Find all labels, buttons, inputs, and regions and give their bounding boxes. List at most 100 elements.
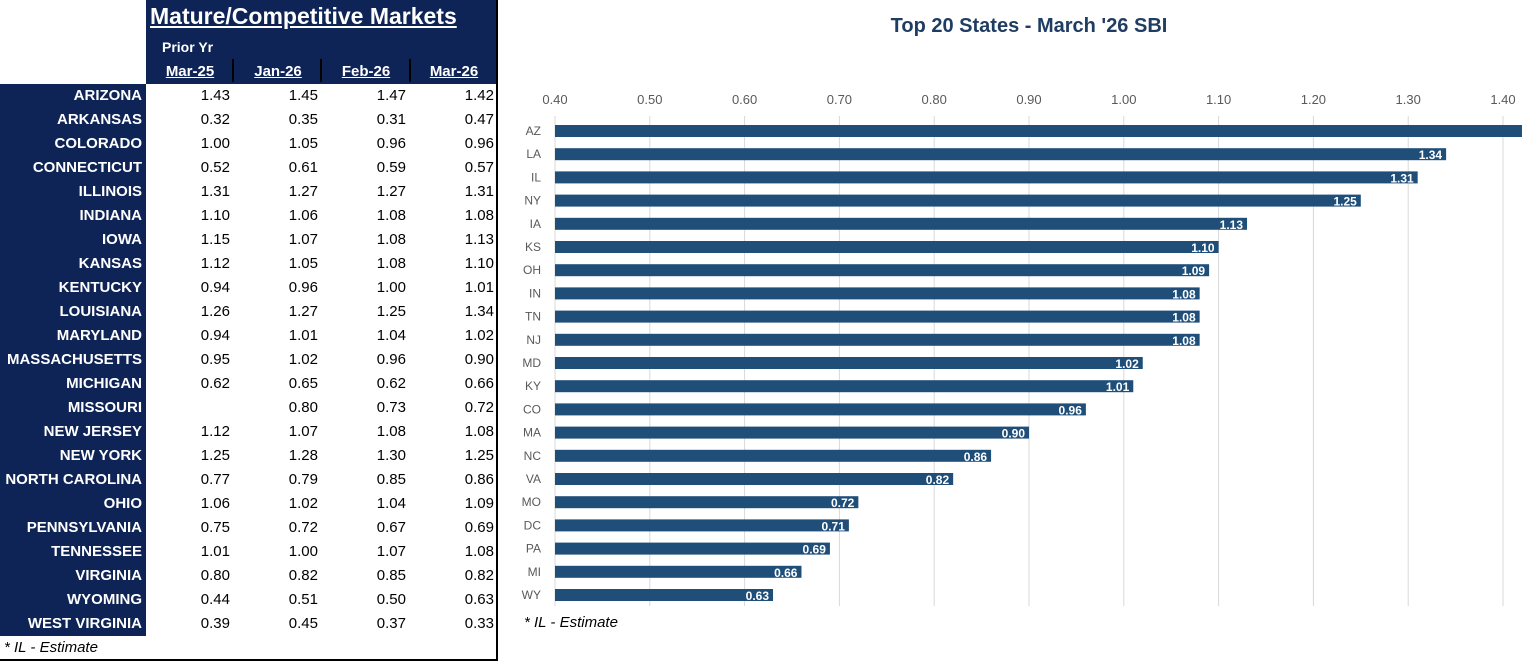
data-label: 1.08 bbox=[1172, 334, 1196, 348]
table-row: ARIZONA 1.43 1.45 1.47 1.42 bbox=[0, 84, 496, 108]
table-row: WEST VIRGINIA 0.39 0.45 0.37 0.33 bbox=[0, 612, 496, 636]
value-cell: 1.10 bbox=[200, 207, 230, 224]
value-cell: 1.08 bbox=[464, 207, 494, 224]
table-row: VIRGINIA 0.80 0.82 0.85 0.82 bbox=[0, 564, 496, 588]
value-cell: 0.51 bbox=[288, 591, 318, 608]
state-column-block bbox=[0, 84, 146, 636]
value-cell: 1.25 bbox=[200, 447, 230, 464]
category-label: IN bbox=[529, 286, 541, 300]
value-cell: 0.69 bbox=[464, 519, 494, 536]
column-header: Feb-26 bbox=[341, 63, 391, 80]
data-label: 1.02 bbox=[1115, 357, 1139, 371]
value-cell: 0.47 bbox=[464, 111, 494, 128]
value-cell: 0.94 bbox=[200, 279, 230, 296]
data-label: 0.86 bbox=[964, 450, 988, 464]
value-cell: 1.26 bbox=[200, 303, 230, 320]
value-cell: 0.37 bbox=[376, 615, 406, 632]
value-cell: 1.42 bbox=[464, 87, 494, 104]
value-cell: 0.35 bbox=[288, 111, 318, 128]
category-label: NJ bbox=[526, 333, 541, 347]
state-name: IOWA bbox=[102, 231, 142, 248]
value-cell: 0.33 bbox=[464, 615, 494, 632]
data-label: 1.09 bbox=[1182, 264, 1206, 278]
category-label: IL bbox=[531, 170, 541, 184]
value-cell: 1.28 bbox=[288, 447, 318, 464]
value-cell: 1.30 bbox=[376, 447, 406, 464]
value-cell: 0.67 bbox=[376, 519, 406, 536]
data-label: 0.69 bbox=[803, 543, 827, 557]
value-cell: 0.95 bbox=[200, 351, 230, 368]
category-label: AZ bbox=[526, 124, 541, 138]
state-name: CONNECTICUT bbox=[32, 159, 142, 176]
category-label: MO bbox=[522, 495, 541, 509]
x-tick-label: 1.00 bbox=[1111, 92, 1136, 107]
bar bbox=[555, 125, 1522, 137]
category-label: LA bbox=[526, 147, 541, 161]
bar bbox=[555, 380, 1134, 393]
value-cell: 1.08 bbox=[376, 423, 406, 440]
chart-title: Top 20 States - March '26 SBI bbox=[890, 15, 1168, 37]
value-cell: 1.02 bbox=[464, 327, 494, 344]
value-cell: 0.90 bbox=[464, 351, 494, 368]
state-name: COLORADO bbox=[54, 135, 143, 152]
value-cell: 0.44 bbox=[200, 591, 230, 608]
value-cell: 1.01 bbox=[200, 543, 230, 560]
state-name: TENNESSEE bbox=[51, 543, 142, 560]
data-label: 1.31 bbox=[1390, 171, 1414, 185]
table-row: LOUISIANA 1.26 1.27 1.25 1.34 bbox=[0, 300, 496, 324]
value-cell: 1.08 bbox=[464, 543, 494, 560]
value-cell: 0.82 bbox=[288, 567, 318, 584]
x-tick-label: 1.40 bbox=[1490, 92, 1515, 107]
state-name: WYOMING bbox=[67, 591, 142, 608]
state-name: WEST VIRGINIA bbox=[27, 615, 142, 632]
value-cell: 1.05 bbox=[288, 135, 318, 152]
data-label: 0.90 bbox=[1002, 427, 1026, 441]
value-cell: 1.13 bbox=[464, 231, 494, 248]
category-label: MA bbox=[523, 426, 541, 440]
value-cell: 0.79 bbox=[288, 471, 318, 488]
category-label: PA bbox=[526, 542, 541, 556]
markets-table: Mature/Competitive Markets Prior Yr Mar-… bbox=[0, 0, 498, 661]
value-cell: 1.01 bbox=[288, 327, 318, 344]
value-cell: 1.00 bbox=[200, 135, 230, 152]
state-name: ILLINOIS bbox=[78, 183, 142, 200]
table-row: CONNECTICUT 0.52 0.61 0.59 0.57 bbox=[0, 156, 496, 180]
value-cell: 0.80 bbox=[288, 399, 318, 416]
value-cell: 1.25 bbox=[376, 303, 406, 320]
table-row: MICHIGAN 0.62 0.65 0.62 0.66 bbox=[0, 372, 496, 396]
value-cell: 0.50 bbox=[376, 591, 406, 608]
category-label: IA bbox=[530, 217, 541, 231]
category-label: MI bbox=[528, 565, 541, 579]
state-name: ARKANSAS bbox=[56, 111, 142, 128]
table-footnote: * IL - Estimate bbox=[4, 639, 98, 656]
value-cell: 0.85 bbox=[376, 567, 406, 584]
data-label: 0.72 bbox=[831, 496, 855, 510]
x-tick-label: 0.90 bbox=[1016, 92, 1041, 107]
value-cell: 1.04 bbox=[376, 495, 406, 512]
value-cell: 0.45 bbox=[288, 615, 318, 632]
table-row: TENNESSEE 1.01 1.00 1.07 1.08 bbox=[0, 540, 496, 564]
state-name: MARYLAND bbox=[56, 327, 142, 344]
state-name: NEW JERSEY bbox=[43, 423, 142, 440]
table-row: NORTH CAROLINA 0.77 0.79 0.85 0.86 bbox=[0, 468, 496, 492]
data-label: 0.71 bbox=[822, 519, 846, 533]
state-name: MASSACHUSETTS bbox=[6, 351, 142, 368]
state-name: ARIZONA bbox=[73, 87, 142, 104]
value-cell: 1.08 bbox=[376, 207, 406, 224]
value-cell: 1.15 bbox=[200, 231, 230, 248]
data-label: 1.01 bbox=[1106, 380, 1130, 394]
value-cell: 1.00 bbox=[376, 279, 406, 296]
value-cell: 0.94 bbox=[200, 327, 230, 344]
value-cell: 0.72 bbox=[288, 519, 318, 536]
column-separator bbox=[409, 59, 411, 82]
x-tick-label: 0.40 bbox=[542, 92, 567, 107]
bar bbox=[555, 264, 1210, 277]
bar bbox=[555, 241, 1219, 253]
value-cell: 1.02 bbox=[288, 351, 318, 368]
value-cell: 0.57 bbox=[464, 159, 494, 176]
value-cell: 0.63 bbox=[464, 591, 494, 608]
table-row: INDIANA 1.10 1.06 1.08 1.08 bbox=[0, 204, 496, 228]
value-cell: 0.65 bbox=[288, 375, 318, 392]
table-row: MASSACHUSETTS 0.95 1.02 0.96 0.90 bbox=[0, 348, 496, 372]
